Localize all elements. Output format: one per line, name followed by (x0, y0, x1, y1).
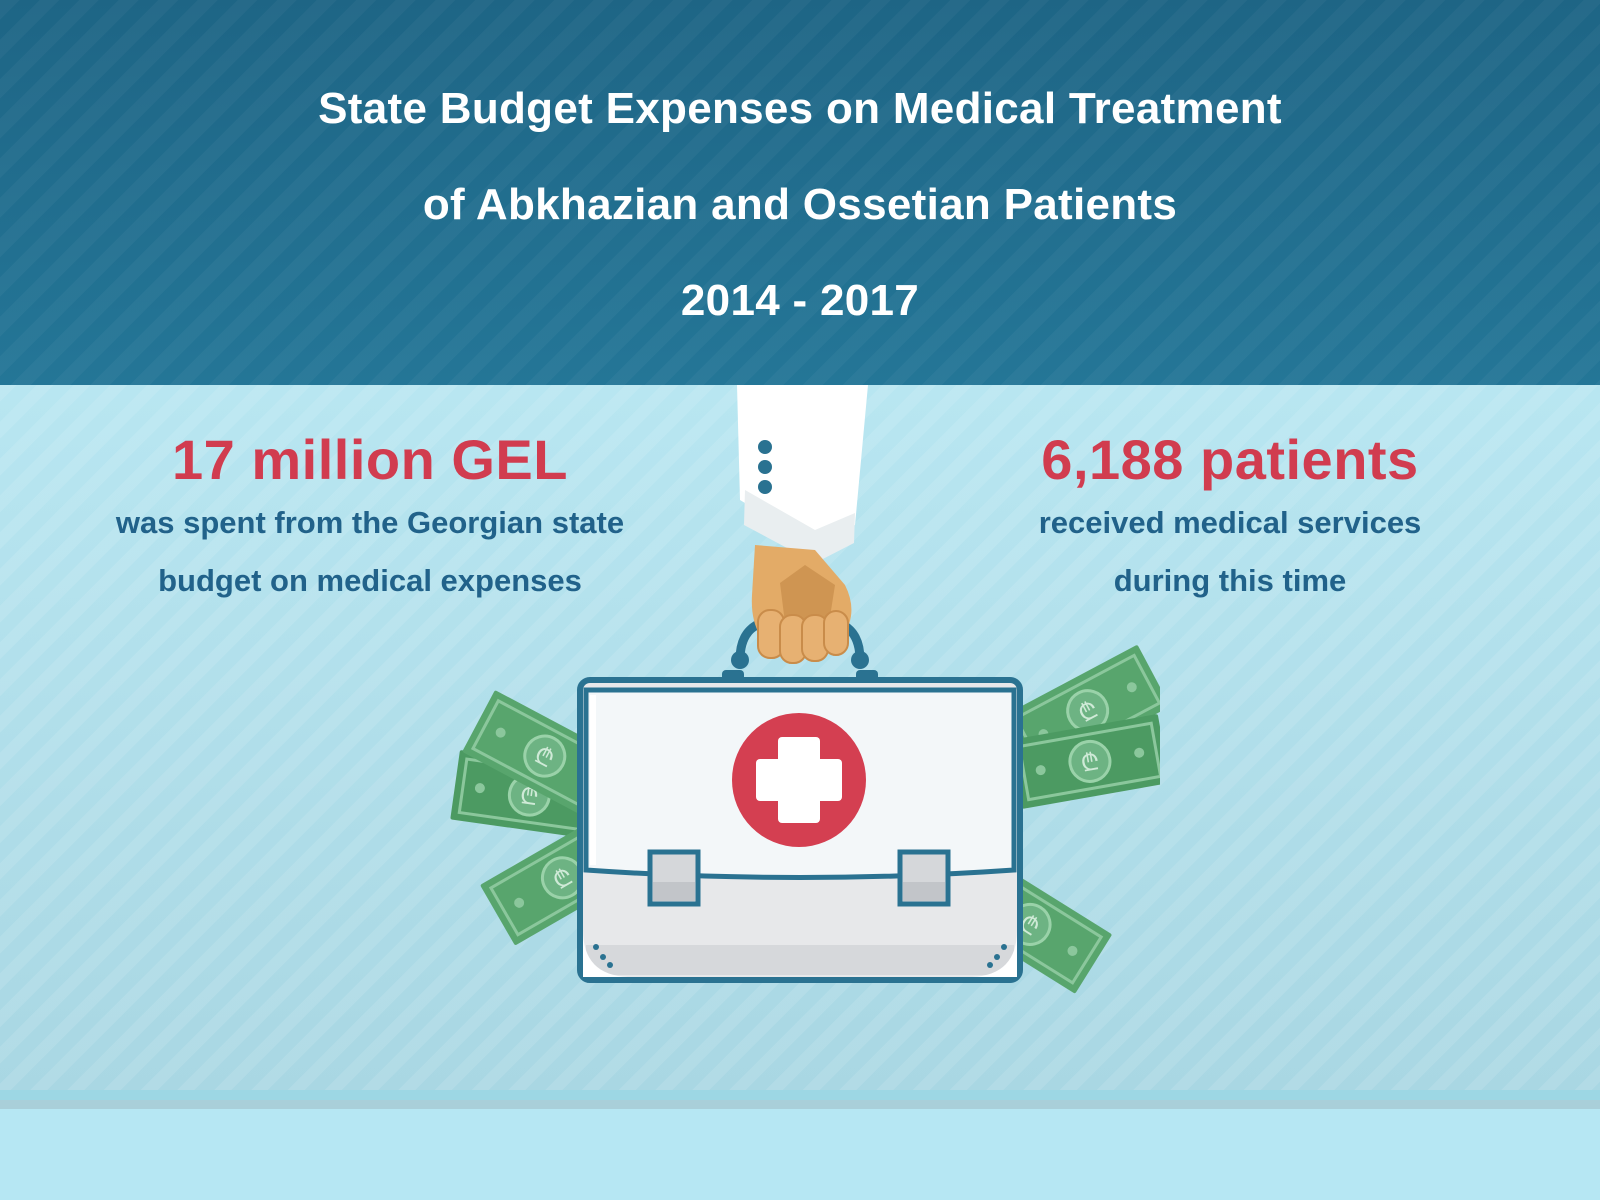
doctor-briefcase-illustration: ₾ ₾ ₾ ₾ (450, 385, 1160, 994)
patients-value: 6,188 patients (1041, 428, 1419, 491)
red-cross-icon (732, 713, 866, 847)
doctor-sleeve (737, 385, 868, 563)
budget-desc-line1: was spent from the Georgian state (115, 505, 625, 540)
patients-desc-line2: during this time (1113, 563, 1347, 598)
budget-value: 17 million GEL (172, 428, 568, 491)
header-banner: State Budget Expenses on Medical Treatme… (0, 0, 1600, 385)
patients-stat: 6,188 patients received medical services… (930, 428, 1530, 610)
banknote-icon: ₾ ₾ ₾ (948, 645, 1160, 994)
banknote-icon: ₾ ₾ ₾ (450, 690, 645, 945)
title-line-2: of Abkhazian and Ossetian Patients (422, 180, 1178, 229)
footer-divider-shadow (0, 1100, 1600, 1109)
footer (0, 1109, 1600, 1200)
footer-divider (0, 1090, 1600, 1100)
svg-text:₾: ₾ (1079, 747, 1102, 778)
title-line-1: State Budget Expenses on Medical Treatme… (318, 84, 1282, 133)
patients-desc-line1: received medical services (1038, 505, 1422, 540)
title-years: 2014 - 2017 (680, 276, 920, 325)
hand-icon (751, 545, 852, 664)
budget-desc-line2: budget on medical expenses (158, 563, 582, 598)
budget-stat: 17 million GEL was spent from the Georgi… (70, 428, 670, 610)
